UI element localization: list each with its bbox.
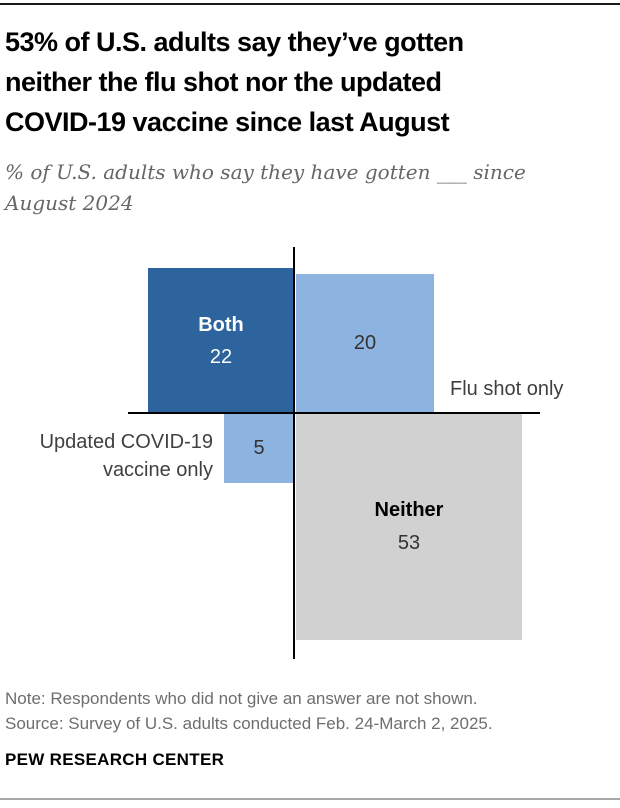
vertical-axis-line (293, 247, 295, 659)
source-text: Source: Survey of U.S. adults conducted … (5, 714, 493, 733)
square-both-label: Both (198, 313, 244, 336)
square-flu-shot-only: 20 (296, 274, 434, 412)
top-divider (0, 3, 620, 5)
square-both: Both 22 (148, 268, 294, 413)
axis-label-updated-covid-vaccine-only: Updated COVID-19 vaccine only (13, 428, 213, 484)
chart-subtitle: % of U.S. adults who say they have gotte… (5, 157, 565, 219)
square-flu-shot-only-value: 20 (353, 331, 377, 354)
square-updated-covid-only-value: 5 (253, 437, 265, 459)
square-updated-covid-only: 5 (224, 414, 294, 483)
axis-label-updated-covid-line-2: vaccine only (102, 459, 213, 481)
square-neither-label: Neither (374, 499, 444, 521)
pew-research-center-wordmark: PEW RESEARCH CENTER (5, 750, 225, 769)
page-title-line-2: neither the flu shot nor the updated (5, 67, 442, 97)
axis-label-updated-covid-line-1: Updated COVID-19 (39, 431, 213, 453)
horizontal-axis-line (128, 412, 540, 414)
chart-subtitle-line-2: August 2024 (5, 191, 134, 215)
square-neither-value: 53 (397, 532, 421, 554)
page-title-line-3: COVID-19 vaccine since last August (5, 107, 450, 137)
page-title-line-1: 53% of U.S. adults say they’ve gotten (5, 27, 464, 57)
footnotes: Note: Respondents who did not give an an… (5, 686, 493, 736)
page-title: 53% of U.S. adults say they’ve gotten ne… (5, 22, 605, 142)
square-neither: Neither 53 (296, 414, 522, 640)
chart-subtitle-line-1: % of U.S. adults who say they have gotte… (5, 160, 526, 184)
axis-label-flu-shot-only: Flu shot only (450, 378, 564, 400)
bottom-divider (0, 798, 620, 800)
note-text: Note: Respondents who did not give an an… (5, 689, 478, 708)
square-both-value: 22 (209, 345, 233, 368)
